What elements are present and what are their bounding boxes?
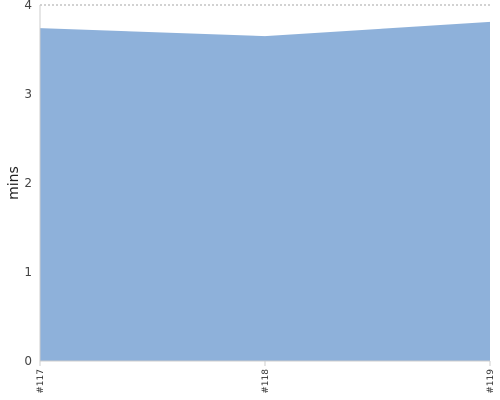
x-tick-label: #118: [261, 369, 271, 394]
y-tick-label: 4: [24, 0, 32, 12]
y-tick-label: 3: [24, 87, 32, 101]
y-tick-label: 2: [24, 176, 32, 190]
area-series: [40, 21, 490, 361]
y-tick-label: 0: [24, 354, 32, 368]
x-tick-labels: #117 #118 #119: [36, 361, 496, 394]
y-axis-label: mins: [6, 166, 22, 200]
area-fill: [40, 21, 490, 361]
x-tick-label: #117: [36, 369, 46, 394]
y-tick-labels: 0 1 2 3 4: [24, 0, 32, 368]
x-tick-label: #119: [486, 369, 496, 394]
y-tick-label: 1: [24, 265, 32, 279]
